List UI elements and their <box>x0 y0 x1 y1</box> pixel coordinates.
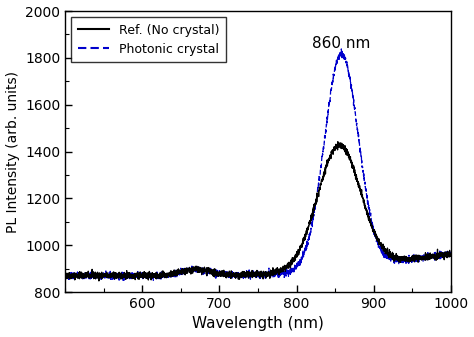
Line: Ref. (No crystal): Ref. (No crystal) <box>65 142 451 281</box>
Photonic crystal <box>210 271 216 275</box>
Ref. (No crystal) <box>96 279 102 283</box>
Legend: Ref. (No crystal), Photonic crystal: Ref. (No crystal), Photonic crystal <box>72 17 226 62</box>
X-axis label: Wavelength (nm): Wavelength (nm) <box>192 316 324 332</box>
Photonic crystal <box>338 47 344 51</box>
Ref. (No crystal) <box>63 273 68 277</box>
Ref. (No crystal) <box>210 274 216 278</box>
Ref. (No crystal) <box>227 273 233 277</box>
Photonic crystal <box>441 252 447 256</box>
Text: 860 nm: 860 nm <box>312 36 371 51</box>
Photonic crystal <box>448 252 454 256</box>
Photonic crystal <box>63 271 68 275</box>
Photonic crystal <box>112 279 118 283</box>
Ref. (No crystal) <box>335 140 341 144</box>
Ref. (No crystal) <box>129 273 135 277</box>
Photonic crystal <box>129 271 135 275</box>
Photonic crystal <box>106 276 112 280</box>
Y-axis label: PL Intensity (arb. units): PL Intensity (arb. units) <box>6 70 19 233</box>
Ref. (No crystal) <box>441 252 447 256</box>
Line: Photonic crystal: Photonic crystal <box>65 49 451 281</box>
Photonic crystal <box>399 261 405 265</box>
Photonic crystal <box>227 271 233 275</box>
Ref. (No crystal) <box>399 254 405 258</box>
Ref. (No crystal) <box>107 274 112 278</box>
Ref. (No crystal) <box>448 252 454 256</box>
